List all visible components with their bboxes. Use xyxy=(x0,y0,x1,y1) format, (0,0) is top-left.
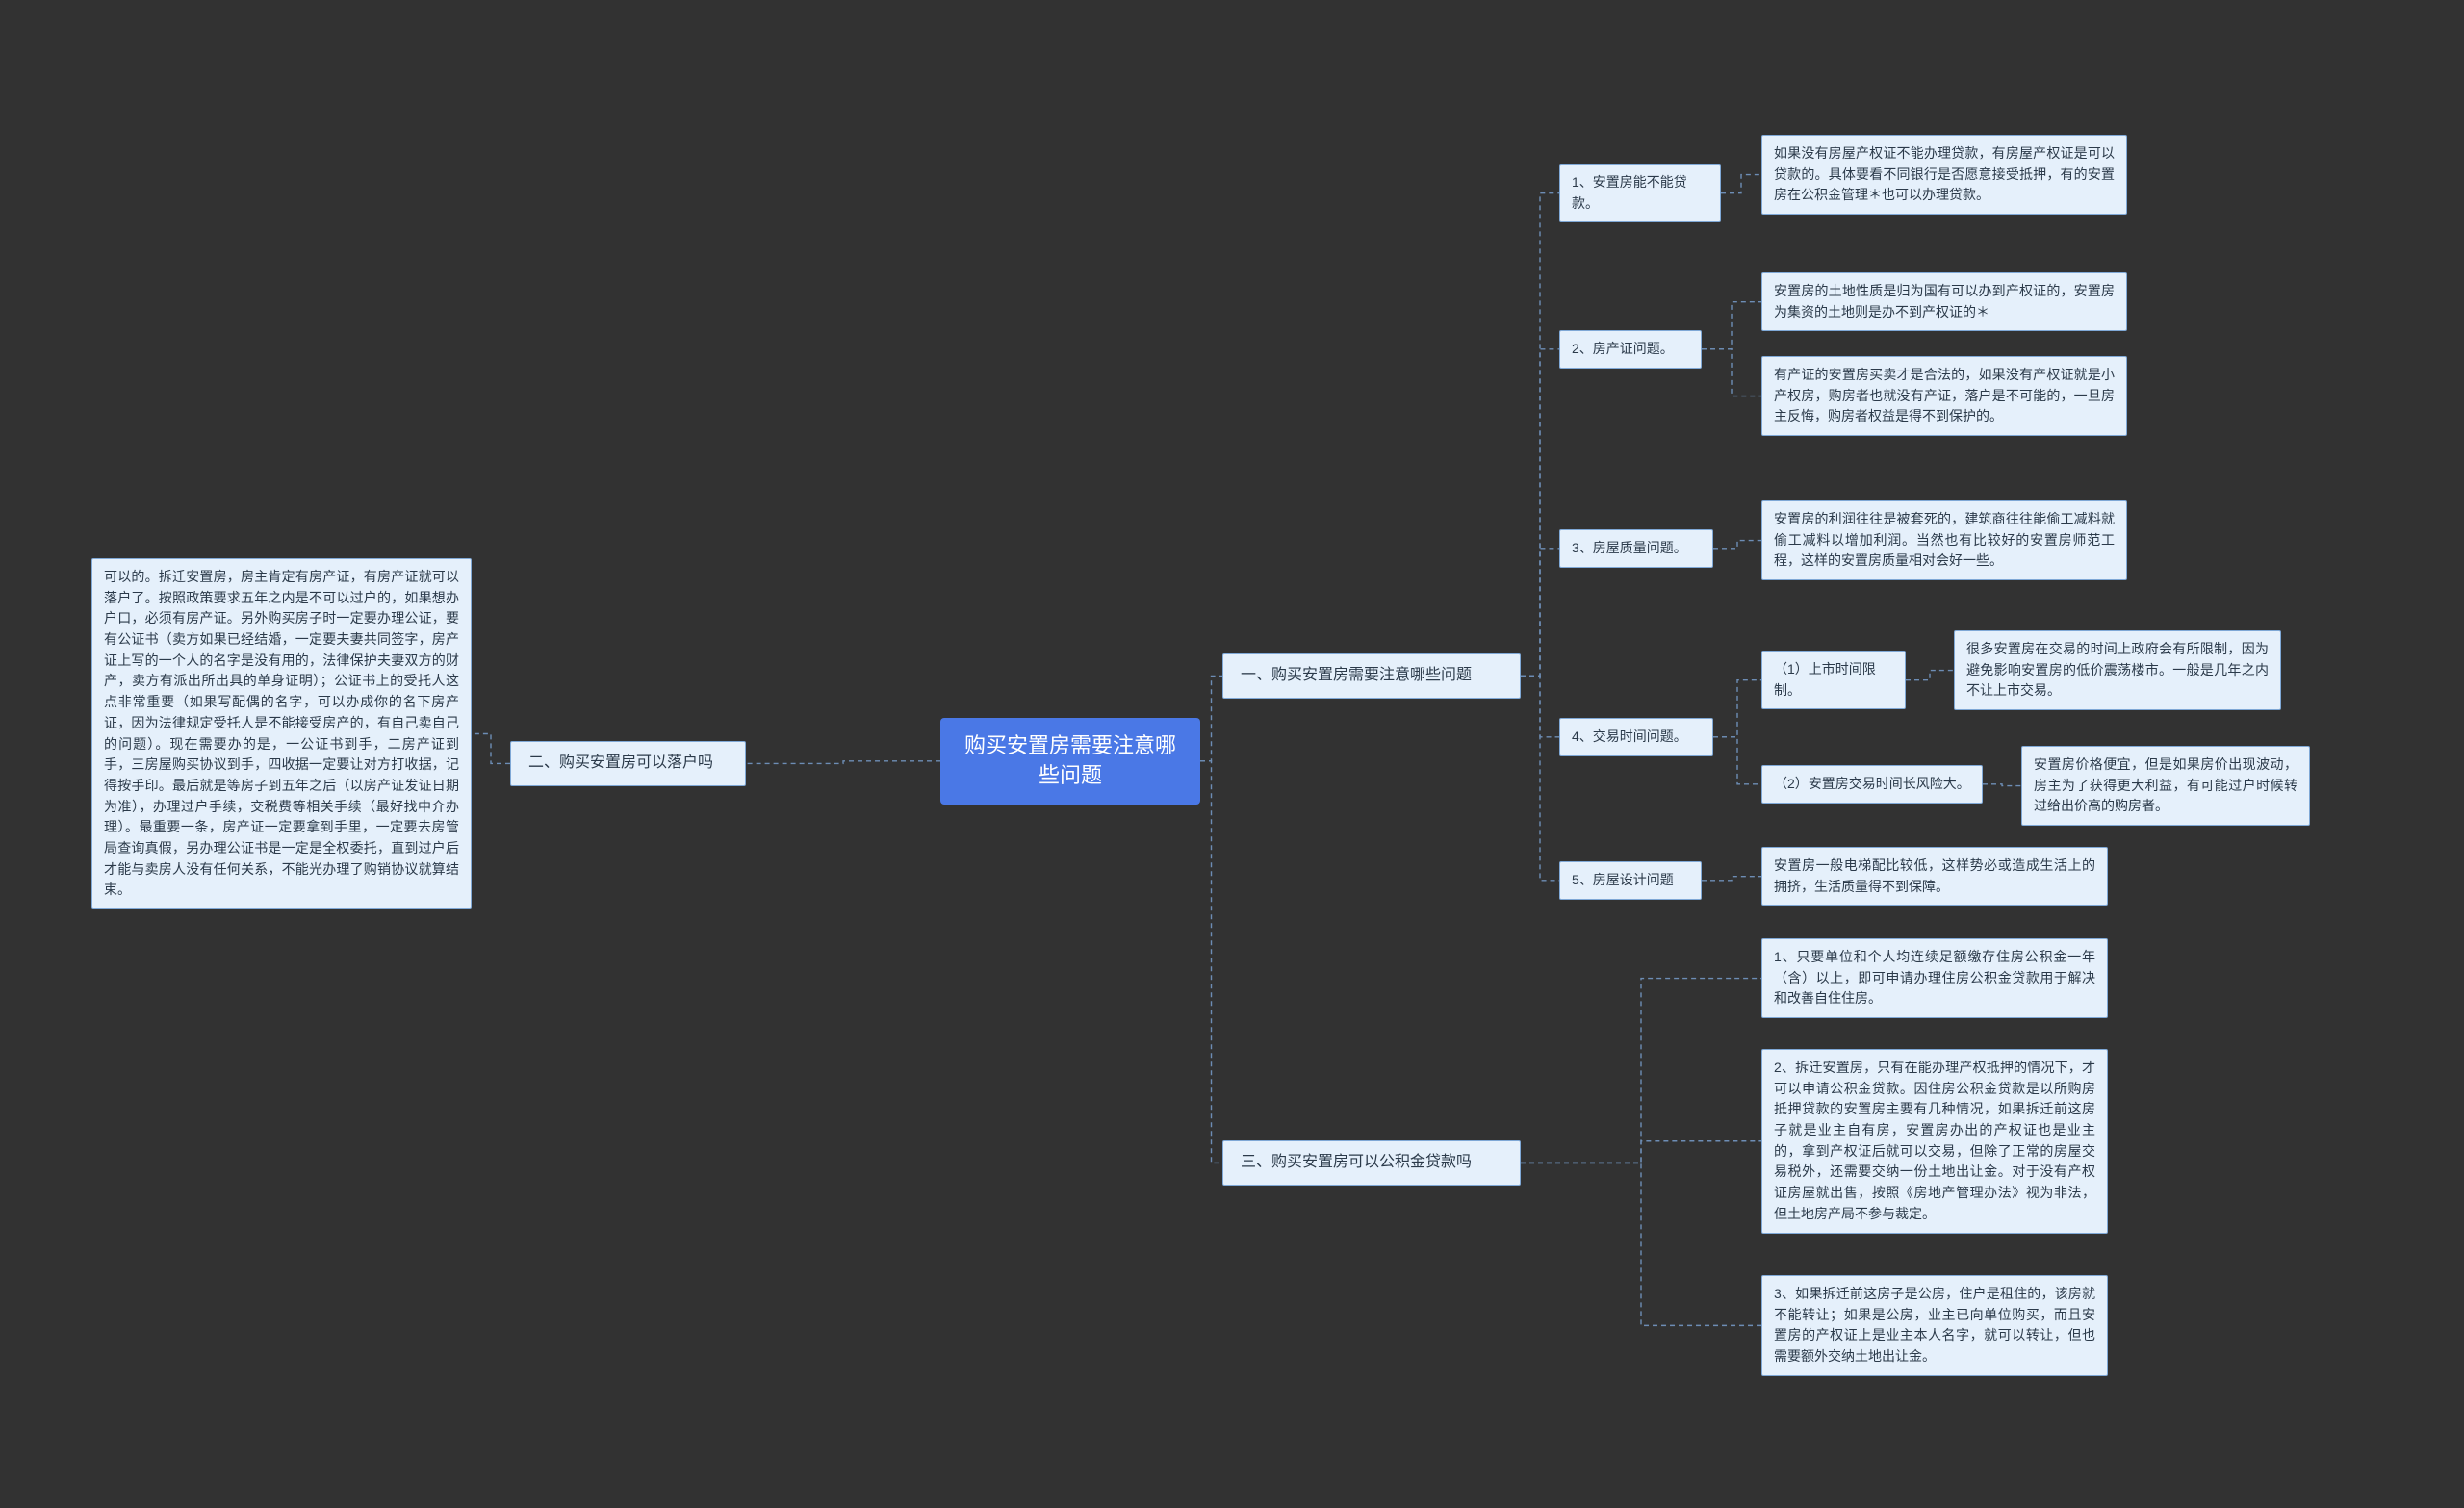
s1-item-1: 1、安置房能不能贷款。 xyxy=(1559,164,1721,222)
section-1: 一、购买安置房需要注意哪些问题 xyxy=(1222,653,1521,699)
s3-item-3: 3、如果拆迁前这房子是公房，住户是租住的，该房就不能转让；如果是公房，业主已向单… xyxy=(1761,1275,2108,1376)
s1-item-4b-detail: 安置房价格便宜，但是如果房价出现波动，房主为了获得更大利益，有可能过户时候转过给… xyxy=(2021,746,2310,826)
s1-item-2: 2、房产证问题。 xyxy=(1559,330,1702,369)
s1-item-2-detail-a: 安置房的土地性质是归为国有可以办到产权证的，安置房为集资的土地则是办不到产权证的… xyxy=(1761,272,2127,331)
root-node: 购买安置房需要注意哪些问题 xyxy=(940,718,1200,805)
s1-item-4: 4、交易时间问题。 xyxy=(1559,718,1713,756)
s1-item-3-detail: 安置房的利润往往是被套死的，建筑商往往能偷工减料就偷工减料以增加利润。当然也有比… xyxy=(1761,500,2127,580)
s1-item-4b: （2）安置房交易时间长风险大。 xyxy=(1761,765,1983,804)
s2-detail: 可以的。拆迁安置房，房主肯定有房产证，有房产证就可以落户了。按照政策要求五年之内… xyxy=(91,558,472,909)
section-3: 三、购买安置房可以公积金贷款吗 xyxy=(1222,1140,1521,1186)
s3-item-1: 1、只要单位和个人均连续足额缴存住房公积金一年（含）以上，即可申请办理住房公积金… xyxy=(1761,938,2108,1018)
s1-item-1-detail: 如果没有房屋产权证不能办理贷款，有房屋产权证是可以贷款的。具体要看不同银行是否愿… xyxy=(1761,135,2127,215)
s1-item-5-detail: 安置房一般电梯配比较低，这样势必或造成生活上的拥挤，生活质量得不到保障。 xyxy=(1761,847,2108,906)
s1-item-4a: （1）上市时间限制。 xyxy=(1761,651,1906,709)
s3-item-2: 2、拆迁安置房，只有在能办理产权抵押的情况下，才可以申请公积金贷款。因住房公积金… xyxy=(1761,1049,2108,1234)
s1-item-4a-detail: 很多安置房在交易的时间上政府会有所限制，因为避免影响安置房的低价震荡楼市。一般是… xyxy=(1954,630,2281,710)
s1-item-3: 3、房屋质量问题。 xyxy=(1559,529,1713,568)
section-2: 二、购买安置房可以落户吗 xyxy=(510,741,746,786)
s1-item-5: 5、房屋设计问题 xyxy=(1559,861,1702,900)
s1-item-2-detail-b: 有产证的安置房买卖才是合法的，如果没有产权证就是小产权房，购房者也就没有产证，落… xyxy=(1761,356,2127,436)
